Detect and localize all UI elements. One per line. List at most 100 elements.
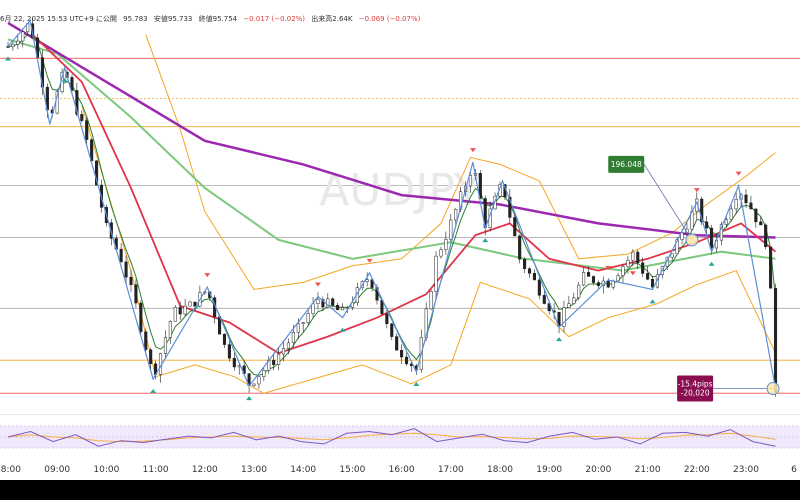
candle-body-46: [232, 357, 236, 368]
marker-up-5: [413, 381, 420, 386]
price-panel: AUDJPY 196.048 -15.4pips-20,020: [0, 18, 800, 402]
candle-body-96: [478, 173, 482, 199]
candle-body-137: [680, 232, 684, 240]
candle-body-124: [616, 275, 620, 282]
callout-text-1-1: -20,020: [681, 388, 710, 397]
callout-text-0-0: 196.048: [611, 160, 642, 169]
candle-body-36: [183, 305, 187, 315]
callout-box-1: [677, 375, 714, 402]
candle-body-66: [331, 298, 335, 306]
candle-body-61: [306, 313, 310, 323]
marker-up-9: [708, 261, 715, 266]
candle-body-126: [626, 259, 630, 267]
marker-up-4: [339, 327, 346, 332]
candle-body-142: [705, 221, 709, 229]
callout-text-1-0: -15.4pips: [678, 379, 713, 388]
bollinger-upper: [145, 34, 776, 290]
candle-body-116: [577, 284, 581, 299]
candle-body-52: [262, 370, 266, 377]
candle-body-136: [675, 239, 679, 255]
time-axis: 08:00 09:00 10:00 11:00 12:00 13:00 14:00 15:00…: [0, 460, 800, 480]
marker-up-7: [556, 337, 563, 342]
marker-down-0: [204, 273, 211, 278]
time-tick-3: 11:00: [142, 465, 169, 475]
marker-down-5: [629, 271, 636, 276]
candle-body-151: [749, 202, 753, 210]
candle-body-152: [754, 208, 758, 223]
candle-body-13: [70, 77, 74, 91]
candle-body-68: [341, 307, 345, 311]
candle-body-14: [75, 90, 79, 115]
candle-body-146: [724, 219, 728, 225]
marker-down-7: [735, 171, 742, 176]
candle-body-27: [139, 302, 143, 333]
candle-body-120: [596, 282, 600, 286]
callouts: 196.048 -15.4pips-20,020: [608, 155, 780, 402]
candle-body-128: [636, 251, 640, 263]
sma200-line: [7, 21, 776, 239]
zigzag: [7, 19, 777, 389]
candle-body-91: [454, 209, 458, 221]
marker-down-1: [314, 282, 321, 287]
marker-up-8: [649, 299, 656, 304]
candle-body-33: [168, 321, 172, 338]
time-tick-16: 6: [791, 465, 797, 475]
marker-up-2: [150, 389, 157, 394]
marker-up-3: [246, 396, 253, 401]
rsi-line: [7, 428, 776, 447]
candle-body-44: [222, 333, 227, 345]
ema-red-line: [31, 34, 777, 355]
candle-body-58: [291, 332, 295, 344]
time-tick-13: 21:00: [634, 465, 661, 475]
callout-connector-0: [643, 164, 693, 241]
time-tick-10: 18:00: [487, 465, 513, 475]
candle-body-29: [149, 349, 153, 365]
header-value-1: 安値95.733: [153, 15, 193, 23]
marker-down-3: [469, 148, 476, 153]
time-tick-4: 12:00: [191, 465, 218, 475]
candle-body-35: [178, 307, 182, 315]
swing-markers: [5, 56, 742, 401]
candle-body-119: [591, 276, 596, 283]
time-tick-0: 08:00: [0, 465, 21, 475]
candle-body-2: [16, 40, 20, 45]
header-value-3: −0.017 (−0.02%): [243, 15, 306, 23]
candle-body-107: [532, 273, 536, 281]
candle-body-51: [257, 376, 261, 385]
marker-up-1: [61, 77, 68, 82]
marker-down-4: [605, 266, 612, 270]
rsi-lines: [7, 428, 776, 447]
time-tick-11: 19:00: [536, 465, 563, 475]
candle-body-34: [173, 307, 177, 322]
time-tick-5: 13:00: [241, 465, 267, 475]
callout-box-0: [608, 155, 645, 173]
candle-body-147: [729, 208, 733, 220]
candle-body-1: [11, 44, 15, 47]
header-value-5: −0.069 (−0.07%): [358, 15, 421, 23]
time-tick-15: 23:00: [733, 465, 759, 475]
candle-body-63: [316, 299, 320, 304]
sma-green-line: [7, 38, 776, 272]
candle-body-28: [144, 331, 148, 350]
candle-body-78: [390, 323, 394, 337]
candle-body-138: [685, 228, 689, 234]
candle-body-55: [277, 353, 281, 365]
candle-body-102: [508, 196, 512, 218]
callout-target-1: [766, 381, 780, 395]
candle-body-143: [710, 227, 714, 249]
time-tick-1: 09:00: [44, 465, 71, 475]
candle-body-103: [513, 217, 517, 237]
time-tick-14: 22:00: [683, 465, 710, 475]
header-value-4: 出来高2.64K: [311, 15, 353, 23]
candle-body-109: [542, 295, 546, 304]
time-tick-2: 10:00: [93, 465, 120, 475]
candle-body-129: [641, 262, 645, 274]
candle-body-64: [321, 299, 325, 308]
candle-body-74: [370, 279, 374, 288]
candle-body-0: [6, 46, 10, 48]
candle-body-113: [562, 307, 566, 327]
date-text: 6月 22, 2025 15:53 UTC+9 に公開: [0, 15, 117, 23]
candle-body-155: [769, 246, 773, 289]
candle-body-56: [281, 348, 286, 355]
